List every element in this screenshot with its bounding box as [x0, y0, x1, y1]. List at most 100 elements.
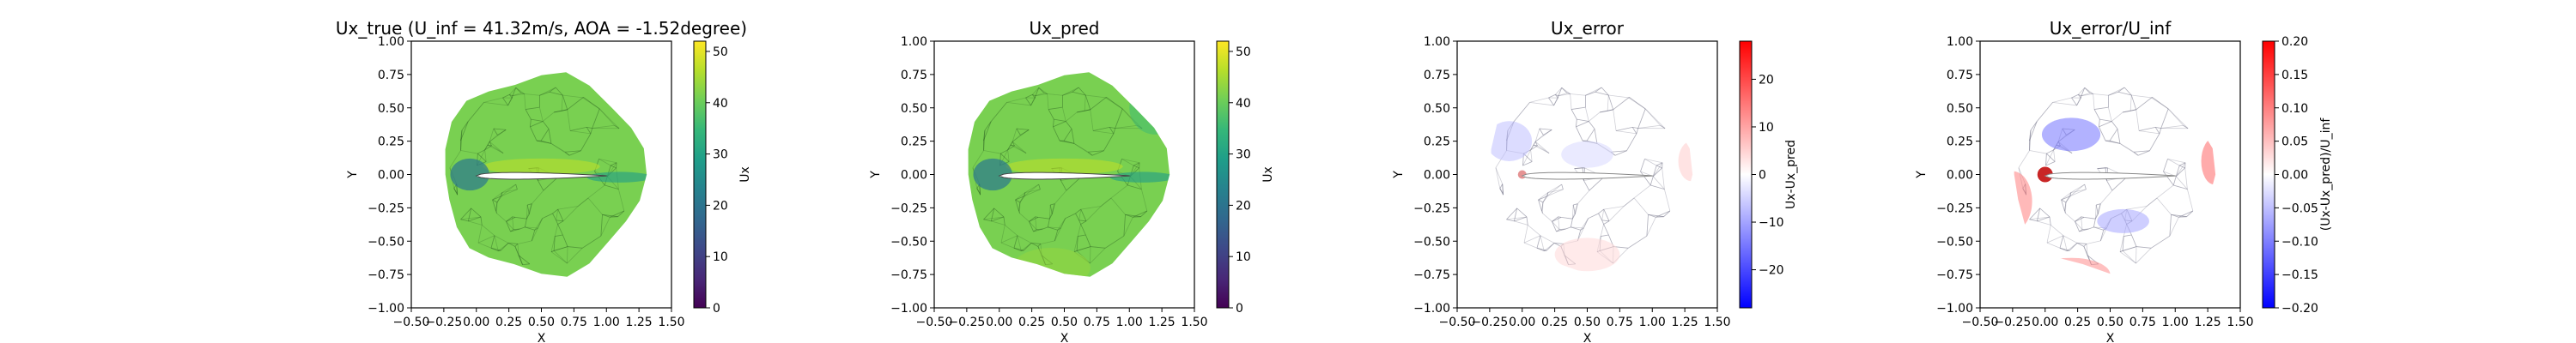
x-axis-label: X — [1060, 332, 1069, 343]
x-tick-label: −0.50 — [1439, 316, 1476, 329]
y-axis-label: Y — [1915, 171, 1929, 179]
colorbar-label: Ux — [738, 166, 752, 183]
x-tick-label: 0.25 — [1541, 316, 1568, 329]
y-tick-label: −0.25 — [368, 202, 404, 215]
y-tick-label: 1.00 — [1424, 35, 1450, 49]
x-tick-label: 0.75 — [561, 316, 587, 329]
x-tick-label: −0.25 — [425, 316, 462, 329]
y-tick-label: 0.00 — [1947, 169, 1973, 183]
y-tick-label: 0.25 — [378, 135, 404, 149]
x-tick-label: 0.00 — [463, 316, 489, 329]
x-tick-label: 1.25 — [1149, 316, 1176, 329]
y-tick-label: −0.50 — [1413, 235, 1450, 249]
colorbar-tick-label: 10 — [1759, 121, 1774, 135]
colorbar-tick-label: −0.15 — [2281, 268, 2318, 282]
y-tick-label: −1.00 — [1413, 302, 1450, 316]
y-tick-label: −0.50 — [1936, 235, 1973, 249]
colorbar-tick-label: −0.20 — [2281, 302, 2318, 316]
colorbar-label: Ux — [1261, 166, 1275, 183]
y-tick-label: −0.50 — [890, 235, 927, 249]
colorbar-tick-label: 10 — [1236, 250, 1251, 264]
x-tick-label: −0.50 — [1962, 316, 1999, 329]
y-tick-label: 0.25 — [1947, 135, 1973, 149]
y-tick-label: 0.00 — [901, 169, 927, 183]
x-tick-label: 0.00 — [2032, 316, 2058, 329]
colorbar-tick-label: 50 — [713, 45, 728, 59]
x-tick-label: −0.50 — [393, 316, 430, 329]
x-tick-label: −0.25 — [1994, 316, 2031, 329]
colorbar-tick-label: −20 — [1759, 264, 1784, 278]
colorbar: 0 10 20 30 40 50 Ux — [693, 40, 752, 316]
colorbar-tick-label: 20 — [1236, 199, 1251, 213]
y-tick-label: 0.75 — [1424, 69, 1450, 82]
colorbar-tick-label: 0.05 — [2281, 135, 2308, 149]
x-tick-label: 1.00 — [1116, 316, 1143, 329]
x-tick-label: 1.00 — [1639, 316, 1666, 329]
y-tick-label: −1.00 — [1936, 302, 1973, 316]
colorbar-tick-label: 0 — [1236, 302, 1243, 316]
y-tick-label: −0.75 — [1413, 268, 1450, 282]
y-tick-label: 0.50 — [378, 102, 404, 116]
x-tick-label: 0.50 — [2097, 316, 2123, 329]
y-axis-label: Y — [346, 171, 360, 179]
y-tick-label: −1.00 — [890, 302, 927, 316]
y-axis-label: Y — [869, 171, 883, 179]
x-tick-label: 1.50 — [1181, 316, 1207, 329]
y-tick-label: 0.25 — [1424, 135, 1450, 149]
airfoil-shape — [998, 172, 1130, 180]
x-tick-label: 0.75 — [1607, 316, 1633, 329]
y-tick-label: 0.50 — [1424, 102, 1450, 116]
y-tick-label: −0.75 — [368, 268, 404, 282]
x-tick-label: 0.75 — [1084, 316, 1110, 329]
x-tick-label: 0.25 — [495, 316, 522, 329]
y-tick-label: 0.00 — [1424, 169, 1450, 183]
airfoil-shape — [2044, 172, 2176, 180]
colorbar-tick-label: 0 — [1759, 169, 1766, 183]
x-tick-label: −0.25 — [1471, 316, 1508, 329]
colorbar-tick-label: 50 — [1236, 45, 1251, 59]
x-axis-label: X — [2106, 332, 2115, 343]
x-tick-label: 1.50 — [2227, 316, 2253, 329]
x-tick-label: 0.25 — [2064, 316, 2091, 329]
colorbar-tick-label: 40 — [713, 97, 728, 111]
x-tick-label: 0.75 — [2129, 316, 2156, 329]
y-axis-label: Y — [1392, 171, 1406, 179]
colorbar-tick-label: 30 — [1236, 148, 1251, 162]
x-tick-label: −0.25 — [948, 316, 985, 329]
x-axis-label: X — [1583, 332, 1592, 343]
x-tick-label: 0.50 — [1051, 316, 1078, 329]
y-tick-label: 1.00 — [378, 35, 404, 49]
x-tick-label: 1.25 — [1672, 316, 1698, 329]
colorbar-tick-label: 0 — [713, 302, 720, 316]
x-tick-label: 1.00 — [593, 316, 620, 329]
subplot-title: Ux_true (U_inf = 41.32m/s, AOA = -1.52de… — [336, 18, 747, 39]
colorbar-tick-label: 0.15 — [2281, 69, 2308, 82]
subplot-4: −0.50−0.25 0.00 0.25 0.50 0.75 1.00 1.25 1.50−1… — [1915, 18, 2333, 343]
colorbar-tick-label: 40 — [1236, 97, 1251, 111]
colorbar: −0.20 −0.15 −0.10 −0.05 0.00 0.05 0.10 0.15 0.20… — [2262, 35, 2333, 316]
colorbar-tick-label: 0.00 — [2281, 169, 2308, 183]
subplot-title: Ux_error/U_inf — [2050, 18, 2172, 39]
x-tick-label: 0.50 — [528, 316, 555, 329]
x-tick-label: 1.25 — [626, 316, 653, 329]
colorbar-tick-label: 30 — [713, 148, 728, 162]
subplot-2: −0.50 −0.25 0.00 0.25 0.50 0.75 1.00 1.25 1.50 −1… — [869, 18, 1275, 343]
colorbar-tick-label: 10 — [713, 250, 728, 264]
y-tick-label: 0.50 — [901, 102, 927, 116]
y-tick-label: 0.75 — [901, 69, 927, 82]
colorbar-label: (Ux-Ux_pred)/U_inf — [2319, 117, 2333, 232]
y-tick-label: 1.00 — [1947, 35, 1973, 49]
x-axis-label: X — [538, 332, 546, 343]
y-tick-label: 0.75 — [378, 69, 404, 82]
x-tick-label: 0.50 — [1574, 316, 1601, 329]
y-tick-label: −1.00 — [368, 302, 404, 316]
x-tick-label: 1.25 — [2195, 316, 2221, 329]
colorbar-tick-label: −0.10 — [2281, 235, 2318, 249]
colorbar-label: Ux-Ux_pred — [1784, 140, 1798, 209]
x-tick-label: 0.25 — [1018, 316, 1045, 329]
x-tick-label: 0.00 — [1509, 316, 1535, 329]
y-tick-label: −0.75 — [890, 268, 927, 282]
colorbar-tick-label: −10 — [1759, 216, 1784, 230]
colorbar: −20 −10 0 10 20 Ux-Ux_pred — [1739, 40, 1798, 309]
colorbar-tick-label: −0.05 — [2281, 202, 2318, 215]
